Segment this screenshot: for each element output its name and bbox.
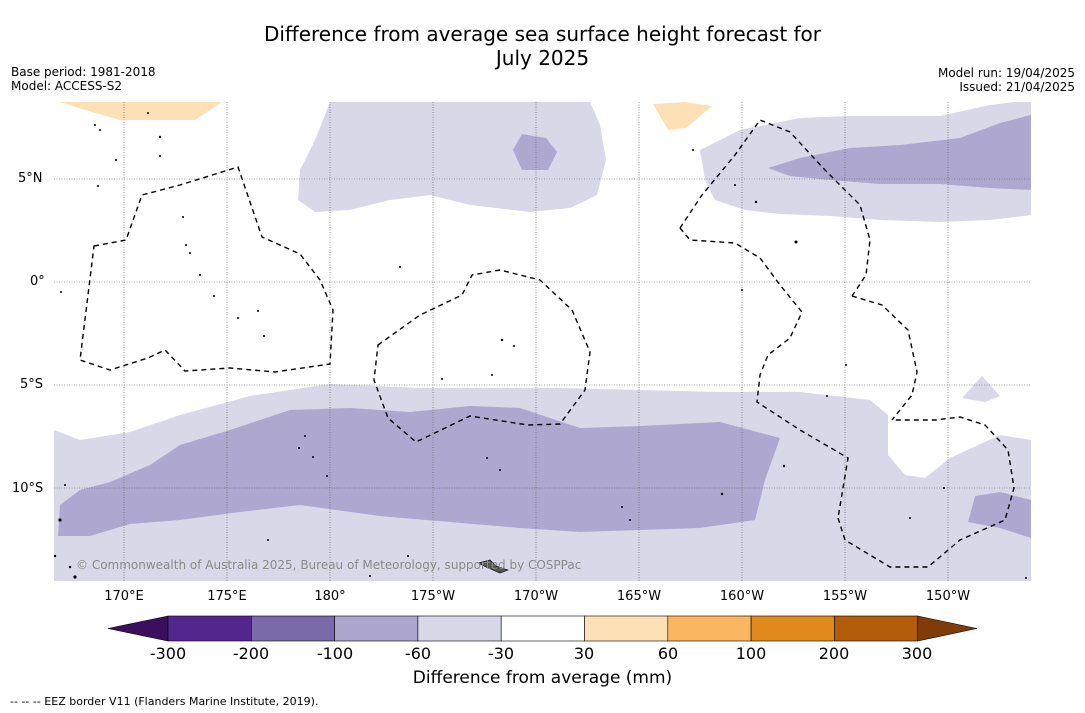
base-info: Base period: 1981-2018 Model: ACCESS-S2 — [11, 65, 156, 93]
anomaly-core-southeast — [968, 492, 1031, 538]
title-line-1: Difference from average sea surface heig… — [263, 22, 822, 46]
run-info: Model run: 19/04/2025 Issued: 21/04/2025 — [938, 66, 1075, 94]
eez-legend-note: -- -- -- EEZ border V11 (Flanders Marine… — [10, 695, 319, 708]
colorbar-tick-label: 60 — [657, 644, 679, 663]
colorbar-segment — [251, 615, 335, 642]
colorbar — [107, 615, 978, 642]
island-shape — [477, 559, 509, 574]
colorbar-tick-label: -60 — [404, 644, 432, 663]
colorbar-segment — [334, 615, 419, 642]
lon-label: 175°E — [207, 589, 247, 604]
colorbar-tick-label: 300 — [901, 644, 933, 663]
lat-label: 0° — [30, 274, 45, 289]
base-period-text: Base period: 1981-2018 — [11, 65, 156, 79]
positive-region-north — [653, 102, 712, 130]
colorbar-extend-high — [917, 615, 978, 642]
lat-label: 10°S — [12, 481, 44, 496]
colorbar-segment — [167, 615, 252, 642]
model-text: Model: ACCESS-S2 — [11, 79, 123, 93]
lon-label: 160°W — [719, 589, 765, 604]
colorbar-tick-label: 30 — [573, 644, 595, 663]
attribution-text: © Commonwealth of Australia 2025, Bureau… — [76, 558, 582, 572]
colorbar-segment — [500, 615, 585, 642]
eez-borders — [79, 119, 1015, 568]
lon-label: 170°W — [513, 589, 559, 604]
title-line-2: July 2025 — [495, 46, 590, 70]
island-dots — [54, 112, 1027, 579]
colorbar-segment — [667, 615, 752, 642]
colorbar-tick-label: -30 — [487, 644, 515, 663]
anomaly-region-small-triangle — [962, 376, 1000, 402]
lon-label: 155°W — [822, 589, 868, 604]
colorbar-title: Difference from average (mm) — [412, 668, 673, 688]
colorbar-tick-label: -100 — [316, 644, 354, 663]
colorbar-extend-low — [107, 615, 169, 642]
map-title: Difference from average sea surface heig… — [0, 22, 1085, 70]
map-panel — [54, 102, 1031, 581]
anomaly-core-southern — [58, 406, 780, 536]
colorbar-tick-label: 200 — [818, 644, 850, 663]
colorbar-segment — [834, 615, 919, 642]
colorbar-tick-label: 100 — [735, 644, 767, 663]
anomaly-core-northeast — [768, 115, 1031, 190]
lon-label: 180° — [314, 589, 346, 604]
colorbar-tick-label: -300 — [149, 644, 187, 663]
lon-label: 175°W — [410, 589, 456, 604]
colorbar-segment — [417, 615, 502, 642]
lon-label: 150°W — [925, 589, 971, 604]
lon-label: 170°E — [104, 589, 144, 604]
issued-text: Issued: 21/04/2025 — [959, 80, 1075, 94]
colorbar-tick-label: -200 — [232, 644, 270, 663]
model-run-text: Model run: 19/04/2025 — [937, 66, 1075, 80]
lat-label: 5°N — [18, 171, 43, 186]
colorbar-segment — [750, 615, 835, 642]
lon-label: 165°W — [616, 589, 662, 604]
lat-label: 5°S — [20, 377, 44, 392]
colorbar-segment — [584, 615, 669, 642]
anomaly-region-north-central — [298, 102, 606, 212]
anomaly-core-north-blob — [513, 134, 557, 170]
positive-region-northwest — [60, 102, 222, 120]
